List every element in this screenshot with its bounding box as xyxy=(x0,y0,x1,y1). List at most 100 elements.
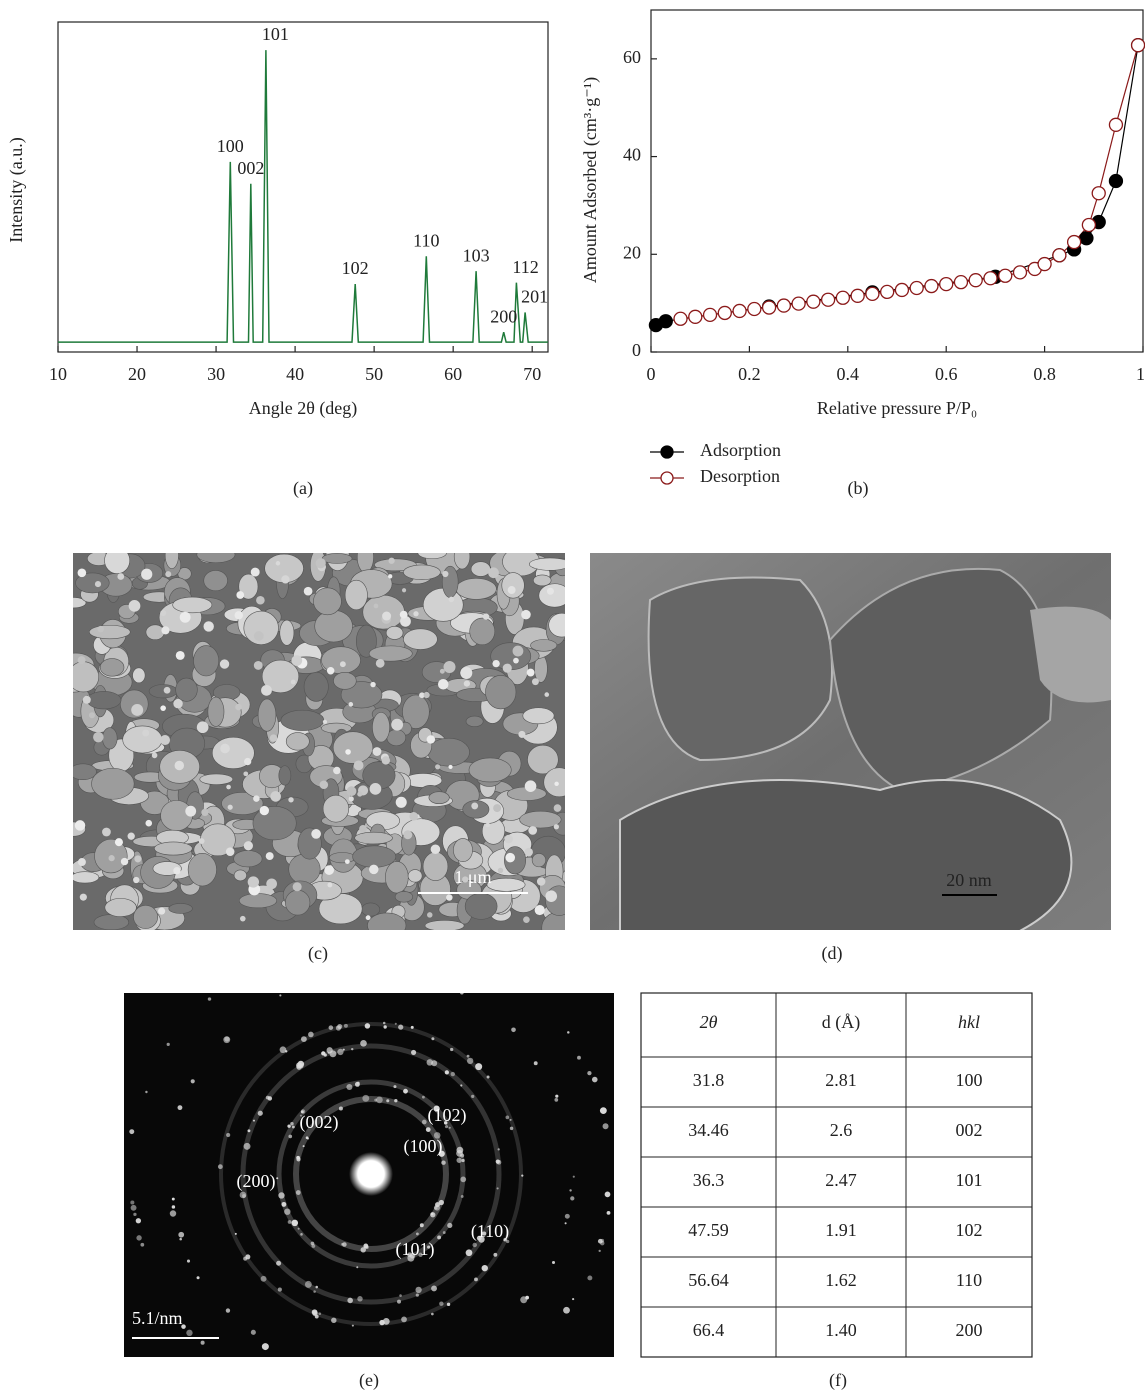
fine-grain xyxy=(158,908,165,915)
fine-grain xyxy=(78,656,86,664)
flake xyxy=(649,578,832,761)
grain xyxy=(367,913,406,938)
diffraction-spot xyxy=(281,1202,286,1207)
diffraction-spot xyxy=(398,1025,403,1030)
flake xyxy=(620,780,1071,940)
grain xyxy=(369,646,412,661)
x-tick-label: 1 xyxy=(1136,364,1145,384)
fine-grain xyxy=(345,859,350,864)
grain xyxy=(532,853,546,866)
diffraction-spot xyxy=(429,979,436,986)
diffraction-spot xyxy=(337,1024,342,1029)
point xyxy=(851,289,864,302)
fine-grain xyxy=(281,575,289,583)
diffraction-spot xyxy=(415,1287,421,1293)
diffraction-spot xyxy=(201,1341,205,1345)
diffraction-spot xyxy=(426,1127,431,1132)
diffraction-spot xyxy=(393,1085,396,1088)
fine-grain xyxy=(197,721,209,733)
diffraction-spot xyxy=(344,1024,348,1028)
point xyxy=(822,293,835,306)
x-axis-label: Angle 2θ (deg) xyxy=(249,398,358,419)
grain xyxy=(425,920,464,931)
fine-grain xyxy=(349,796,354,801)
ring-label: (002) xyxy=(300,1112,339,1133)
grain xyxy=(333,732,373,764)
diffraction-spot xyxy=(308,1032,314,1038)
fine-grain xyxy=(220,744,230,754)
caption: (b) xyxy=(848,478,869,499)
diffraction-spot xyxy=(431,1060,437,1066)
fine-grain xyxy=(359,825,367,833)
fine-grain xyxy=(357,792,362,797)
point xyxy=(1092,187,1105,200)
diffraction-spot xyxy=(423,1365,430,1372)
diffraction-spot xyxy=(603,1123,609,1129)
diffraction-spot xyxy=(311,1242,315,1246)
grain xyxy=(285,890,310,915)
diffraction-spot xyxy=(409,936,413,940)
y-axis-label: Amount Adsorbed (cm³·g⁻¹) xyxy=(580,77,601,283)
fine-grain xyxy=(244,758,251,765)
peak-label: 200 xyxy=(490,306,517,326)
diffraction-spot xyxy=(443,1231,446,1234)
caption: (d) xyxy=(822,943,843,964)
table-cell: 100 xyxy=(956,1070,983,1090)
fine-grain xyxy=(266,852,274,860)
legend-label: Adsorption xyxy=(700,440,781,460)
grain xyxy=(386,626,403,639)
fine-grain xyxy=(440,669,445,674)
diffraction-spot xyxy=(510,1119,512,1121)
diffraction-spot xyxy=(439,1302,443,1306)
fine-grain xyxy=(142,730,149,737)
caption: (a) xyxy=(293,478,313,499)
fine-grain xyxy=(488,567,499,578)
diffraction-spot xyxy=(191,1079,195,1083)
peak-label: 100 xyxy=(217,136,244,156)
diffraction-spot xyxy=(460,991,464,995)
diffraction-spot xyxy=(172,1205,175,1208)
diffraction-spot xyxy=(497,970,501,974)
point xyxy=(836,291,849,304)
diffraction-spot xyxy=(402,973,405,976)
grain xyxy=(363,595,405,629)
diffraction-spot xyxy=(351,1048,353,1050)
table-cell: 47.59 xyxy=(688,1220,729,1240)
diffraction-spot xyxy=(474,1277,478,1281)
diffraction-spot xyxy=(129,1129,134,1134)
fine-grain xyxy=(220,659,229,668)
grain xyxy=(345,580,367,610)
diffraction-spot xyxy=(293,1358,299,1364)
diffraction-spot xyxy=(475,1063,482,1070)
grain xyxy=(529,558,570,570)
fine-grain xyxy=(95,581,101,587)
grain xyxy=(523,708,554,724)
diffraction-spot xyxy=(497,1160,502,1165)
fine-grain xyxy=(448,765,452,769)
peak-label: 201 xyxy=(521,287,548,307)
diffraction-spot xyxy=(447,1223,452,1228)
point xyxy=(1132,39,1145,52)
fine-grain xyxy=(373,747,382,756)
grain xyxy=(395,891,413,902)
diffraction-spot xyxy=(552,1261,555,1264)
diffraction-spot xyxy=(296,1064,302,1070)
table-cell: 002 xyxy=(956,1120,983,1140)
fine-grain xyxy=(446,894,452,900)
fine-grain xyxy=(89,712,95,718)
grain xyxy=(465,893,497,919)
diffraction-spot xyxy=(367,972,373,978)
diffraction-spot xyxy=(435,940,440,945)
fine-grain xyxy=(370,783,382,795)
fine-grain xyxy=(270,791,281,802)
diffraction-spot xyxy=(599,1250,601,1252)
diffraction-spot xyxy=(441,1160,445,1164)
diffraction-spot xyxy=(605,1192,611,1198)
grain xyxy=(105,898,137,916)
diffraction-spot xyxy=(278,1192,284,1198)
diffraction-spot xyxy=(511,1027,516,1032)
diffraction-spot xyxy=(506,1116,510,1120)
diffraction-spot xyxy=(482,1265,488,1271)
fine-grain xyxy=(427,735,435,743)
fine-grain xyxy=(442,571,448,577)
